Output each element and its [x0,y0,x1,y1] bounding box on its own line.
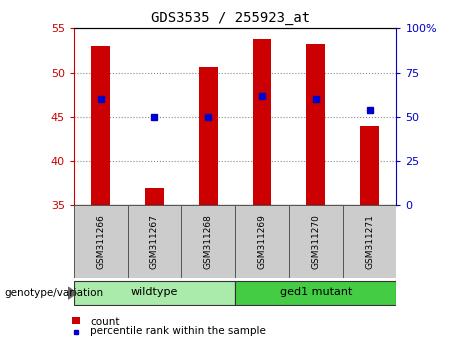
Polygon shape [68,287,77,299]
Bar [343,205,396,278]
Text: wildtype: wildtype [131,287,178,297]
Bar [289,205,343,278]
Bar [181,205,235,278]
Text: ged1 mutant: ged1 mutant [280,287,352,297]
Text: GSM311266: GSM311266 [96,214,105,269]
Text: genotype/variation: genotype/variation [5,288,104,298]
Bar [235,205,289,278]
Text: GSM311271: GSM311271 [365,214,374,269]
Bar [72,317,79,324]
Text: GDS3535 / 255923_at: GDS3535 / 255923_at [151,11,310,25]
Text: GSM311267: GSM311267 [150,214,159,269]
Bar [360,126,379,205]
Bar [74,205,128,278]
Bar [199,67,218,205]
Bar [145,188,164,205]
Text: GSM311268: GSM311268 [204,214,213,269]
Bar [128,205,181,278]
Bar [91,46,110,205]
Text: count: count [90,317,119,327]
Bar [253,39,272,205]
Bar [307,44,325,205]
Text: GSM311270: GSM311270 [311,214,320,269]
Bar [74,281,235,305]
Text: percentile rank within the sample: percentile rank within the sample [90,326,266,336]
Text: GSM311269: GSM311269 [258,214,266,269]
Bar [235,281,396,305]
